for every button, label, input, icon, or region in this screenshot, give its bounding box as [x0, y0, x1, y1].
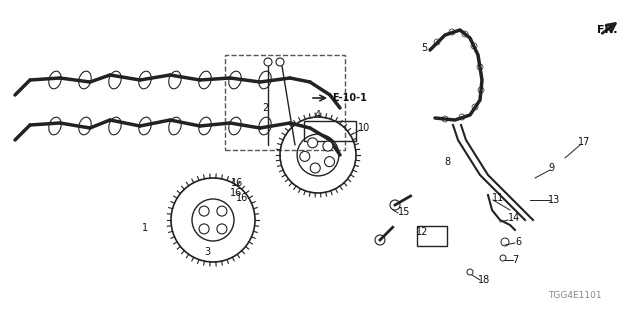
Text: 16: 16 — [236, 193, 248, 203]
Text: 17: 17 — [578, 137, 590, 147]
Text: 10: 10 — [358, 123, 371, 133]
Text: 5: 5 — [420, 43, 427, 53]
Text: 4: 4 — [315, 110, 321, 120]
Text: 16: 16 — [231, 178, 243, 188]
Text: 1: 1 — [142, 223, 148, 233]
Text: 2: 2 — [262, 103, 268, 113]
Circle shape — [199, 224, 209, 234]
Circle shape — [324, 157, 335, 167]
Text: 7: 7 — [512, 255, 518, 265]
Text: 9: 9 — [548, 163, 554, 173]
Circle shape — [300, 151, 310, 161]
Circle shape — [323, 141, 333, 151]
Text: 18: 18 — [478, 275, 490, 285]
Circle shape — [217, 224, 227, 234]
Bar — [225, 55, 345, 150]
Text: 11: 11 — [492, 193, 504, 203]
Circle shape — [310, 163, 320, 173]
Circle shape — [308, 138, 317, 148]
Text: 12: 12 — [415, 227, 428, 237]
Text: TGG4E1101: TGG4E1101 — [548, 291, 602, 300]
Circle shape — [217, 206, 227, 216]
Text: 14: 14 — [508, 213, 520, 223]
Circle shape — [199, 206, 209, 216]
Text: 3: 3 — [204, 247, 210, 257]
Text: 6: 6 — [515, 237, 521, 247]
Text: 8: 8 — [444, 157, 450, 167]
Text: E-10-1: E-10-1 — [332, 93, 367, 103]
Text: FR.: FR. — [597, 25, 618, 35]
Text: 15: 15 — [398, 207, 410, 217]
Text: 13: 13 — [548, 195, 560, 205]
Text: 16: 16 — [230, 188, 242, 198]
